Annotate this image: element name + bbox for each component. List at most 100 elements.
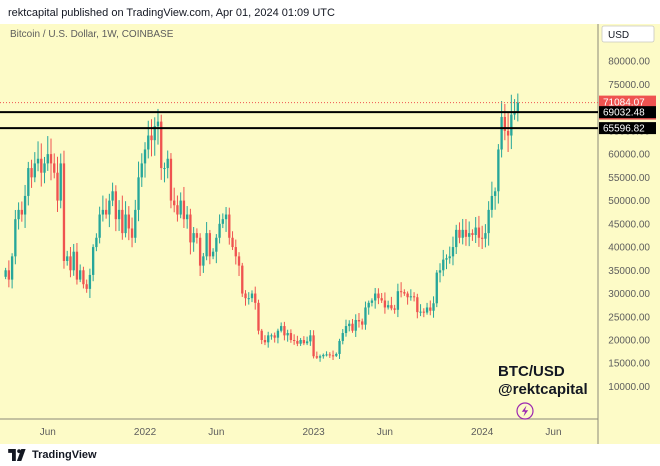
candle-body	[36, 158, 40, 164]
candle-body	[98, 214, 101, 238]
candle-body	[292, 340, 296, 341]
candle-body	[490, 195, 494, 210]
candle-body	[66, 256, 69, 261]
chart-title: Bitcoin / U.S. Dollar, 1W, COINBASE	[10, 29, 174, 40]
level-price-tag	[599, 122, 656, 135]
candle-body	[147, 135, 150, 150]
candle-body	[263, 340, 267, 343]
candle-body	[380, 298, 383, 301]
candle-body	[458, 229, 461, 238]
candle-body	[357, 320, 361, 322]
candle-body	[448, 256, 451, 259]
candle-body	[455, 229, 458, 248]
y-tick-label: 75000.00	[608, 80, 650, 91]
price-axis-background	[598, 24, 660, 444]
candle-body	[474, 227, 477, 235]
tradingview-logo-icon	[8, 449, 26, 461]
candle-body	[215, 237, 218, 252]
candle-body	[7, 270, 11, 280]
candle-body	[195, 233, 199, 238]
candle-body	[286, 333, 289, 336]
y-tick-label: 15000.00	[608, 359, 650, 370]
candle-body	[247, 298, 250, 300]
candle-body	[198, 237, 202, 266]
candle-body	[283, 326, 286, 336]
candle-body	[370, 300, 374, 303]
candle-body	[432, 303, 435, 311]
candle-body	[104, 209, 108, 215]
candle-body	[72, 251, 75, 271]
candle-body	[228, 214, 231, 238]
candle-body	[234, 247, 237, 257]
candle-body	[412, 296, 416, 298]
candle-body	[79, 270, 82, 280]
candle-body	[438, 270, 442, 273]
candle-body	[419, 311, 422, 313]
candle-body	[406, 293, 409, 298]
candle-body	[331, 355, 335, 357]
candle-body	[179, 200, 182, 215]
tradingview-logo[interactable]: TradingView	[8, 447, 97, 463]
candle-body	[409, 296, 413, 298]
candle-body	[267, 335, 270, 343]
candle-body	[289, 333, 293, 340]
candle-body	[82, 270, 85, 285]
y-tick-label: 60000.00	[608, 150, 650, 161]
currency-box[interactable]	[601, 25, 655, 43]
candle-body	[173, 200, 176, 206]
candle-body	[510, 114, 513, 136]
candle-body	[468, 233, 471, 237]
candle-body	[480, 237, 484, 239]
publication-header: rektcapital published on TradingView.com…	[0, 0, 660, 24]
candle-body	[503, 116, 507, 131]
x-tick-label: Jun	[545, 427, 561, 438]
candle-body	[425, 307, 429, 313]
y-tick-label: 80000.00	[608, 57, 650, 68]
candle-body	[477, 227, 481, 238]
candle-body	[435, 272, 438, 304]
current-price-label: 71084.07	[603, 98, 645, 109]
candle-body	[166, 158, 169, 169]
candle-body	[270, 335, 273, 337]
candle-body	[189, 214, 192, 243]
candle-body	[163, 168, 166, 170]
candle-body	[14, 219, 17, 257]
candle-body	[367, 302, 370, 308]
candle-body	[88, 274, 92, 289]
candle-body	[85, 284, 88, 289]
candle-body	[302, 340, 306, 344]
y-tick-label: 40000.00	[608, 243, 650, 254]
candle-body	[69, 256, 72, 271]
candle-body	[130, 228, 134, 238]
y-tick-label: 25000.00	[608, 312, 650, 323]
candle-body	[487, 209, 490, 234]
candle-body	[237, 256, 241, 266]
candle-body	[124, 214, 127, 234]
candle-body	[101, 209, 105, 215]
candle-body	[445, 258, 448, 260]
candle-body	[182, 200, 186, 220]
candle-body	[75, 251, 79, 280]
candle-body	[231, 237, 234, 248]
x-tick-label: 2023	[302, 427, 325, 438]
y-tick-label: 35000.00	[608, 266, 650, 277]
candle-body	[121, 209, 124, 234]
candle-body	[484, 233, 487, 239]
x-tick-label: Jun	[40, 427, 56, 438]
candle-body	[364, 307, 367, 325]
candle-body	[202, 256, 205, 266]
candle-body	[335, 353, 338, 356]
candle-body	[386, 305, 390, 308]
level-price-label: 69032.48	[603, 108, 645, 119]
candle-body	[351, 323, 354, 331]
candle-body	[20, 209, 23, 215]
candle-body	[396, 291, 400, 310]
chart-frame: Bitcoin / U.S. Dollar, 1W, COINBASE USD …	[0, 24, 660, 444]
candle-body	[325, 354, 328, 356]
candle-body	[250, 293, 254, 299]
plot-background	[0, 24, 598, 419]
candle-body	[140, 163, 143, 178]
y-tick-label: 30000.00	[608, 289, 650, 300]
candle-body	[17, 209, 20, 220]
candle-body	[390, 305, 393, 309]
